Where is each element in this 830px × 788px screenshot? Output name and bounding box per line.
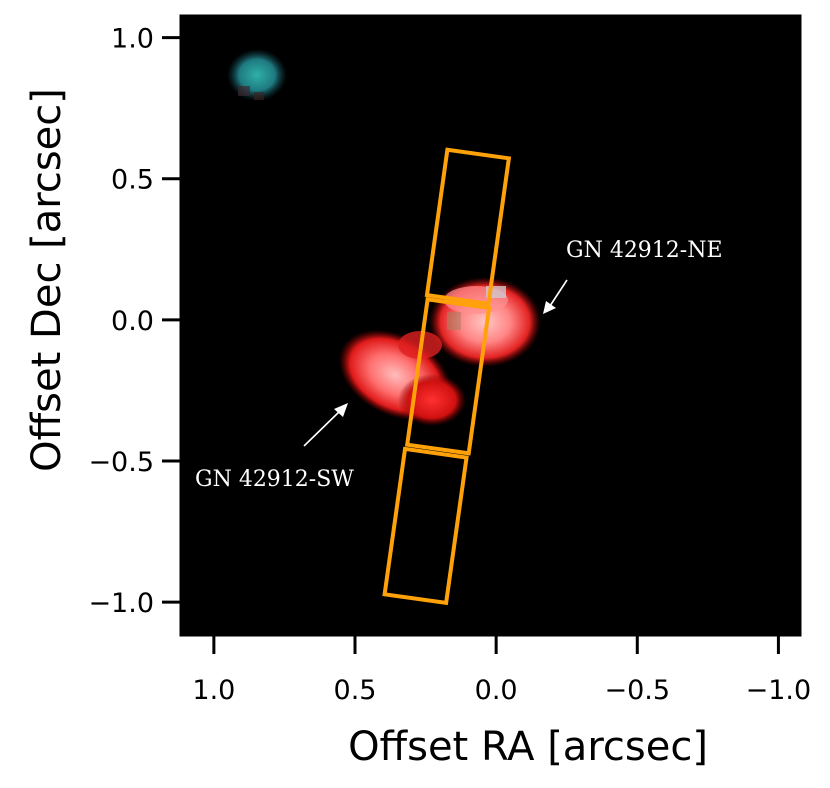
y-tick-label-0: 1.0: [111, 24, 154, 55]
annotation-ne: GN 42912-NE: [566, 238, 723, 263]
x-tick-label-1: 0.5: [334, 675, 377, 706]
slit-2: [404, 297, 492, 456]
slit-3: [382, 446, 469, 606]
x-tick-label-4: −1.0: [746, 675, 812, 706]
x-tick-label-2: 0.0: [475, 675, 518, 706]
axes-frame: [179, 14, 802, 637]
x-axis-label: Offset RA [arcsec]: [348, 724, 708, 770]
arrow-head-ne: [543, 301, 556, 314]
slit-group: [382, 147, 512, 606]
axes: 1.0 0.5 0.0 −0.5 −1.0 1.0 0.5 0.0 −0.5 −1.0: [88, 14, 812, 706]
y-tick-label-2: 0.0: [111, 306, 154, 337]
x-tick-label-0: 1.0: [192, 675, 235, 706]
arrow-head-sw: [334, 403, 348, 417]
y-axis-label: Offset Dec [arcsec]: [24, 88, 70, 472]
slit-1: [424, 147, 512, 306]
y-tick-label-4: −1.0: [88, 588, 154, 619]
annotation-group: GN 42912-NE GN 42912-SW: [195, 238, 723, 492]
y-tick-label-1: 0.5: [111, 165, 154, 196]
galaxy-ne-blob: [429, 277, 541, 367]
annotation-sw: GN 42912-SW: [195, 467, 354, 492]
y-tick-label-3: −0.5: [88, 447, 154, 478]
foreground-source: [227, 49, 287, 101]
x-tick-label-3: −0.5: [605, 675, 671, 706]
